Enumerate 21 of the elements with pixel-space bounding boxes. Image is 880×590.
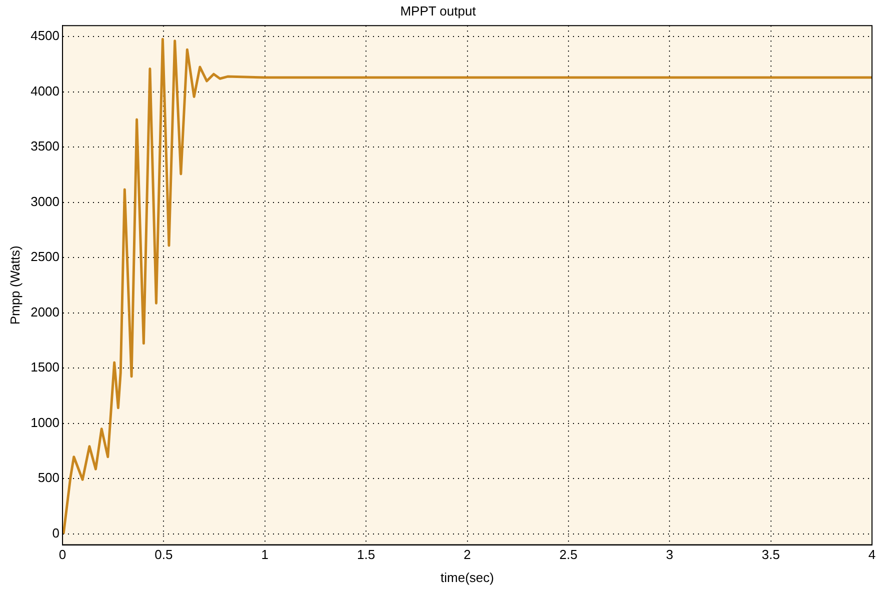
x-tick-label: 2.5 (559, 547, 578, 562)
y-tick-label: 1000 (30, 414, 60, 430)
y-tick-label: 4000 (30, 83, 60, 98)
y-tick-label: 3000 (30, 194, 60, 209)
x-tick-label: 4 (868, 547, 876, 562)
y-tick-label: 2000 (30, 304, 60, 320)
y-tick-label: 500 (38, 470, 60, 486)
x-axis-title: time(sec) (440, 570, 494, 585)
x-tick-label: 3.5 (762, 547, 780, 562)
y-tick-label: 4500 (30, 28, 60, 44)
y-tick-label: 0 (52, 525, 60, 540)
x-tick-label: 1 (261, 547, 269, 562)
y-tick-label: 3500 (30, 138, 60, 154)
x-tick-label: 1.5 (357, 547, 376, 562)
y-axis-title: Pmpp (Watts) (7, 246, 22, 325)
y-tick-label: 2500 (30, 249, 60, 264)
x-tick-label: 0.5 (154, 547, 173, 562)
chart-title: MPPT output (400, 3, 476, 18)
x-tick-label: 2 (464, 547, 471, 562)
x-tick-label: 3 (666, 547, 674, 562)
y-tick-label: 1500 (30, 360, 60, 375)
